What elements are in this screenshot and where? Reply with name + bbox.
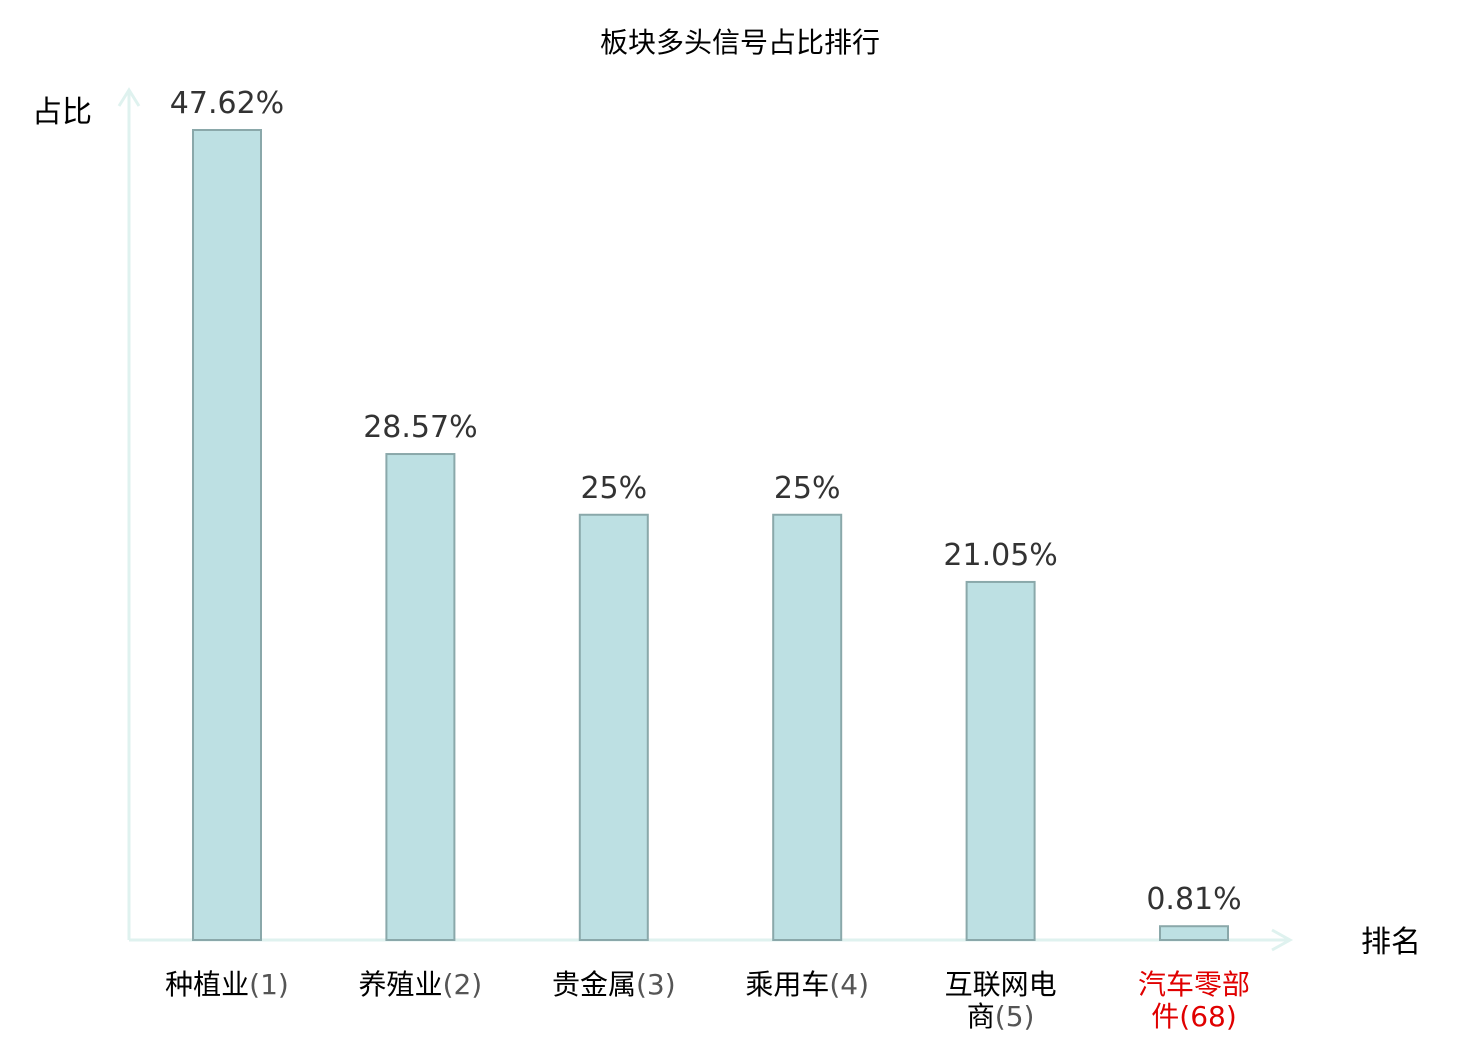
category-label-6: 汽车零部件(68) <box>1138 968 1250 1033</box>
value-label-2: 28.57% <box>363 410 477 445</box>
value-label-3: 25% <box>580 471 647 506</box>
category-rank: (1) <box>249 968 289 1001</box>
category-name-line: 贵金属 <box>552 968 636 1001</box>
y-axis-title: 占比 <box>32 95 92 130</box>
bar-2 <box>385 453 456 941</box>
y-axis-arrow <box>117 87 141 107</box>
category-name-line: 商 <box>967 1000 995 1033</box>
x-axis-title: 排名 <box>1361 925 1421 960</box>
category-label-4: 乘用车(4) <box>745 968 869 1001</box>
category-rank: (3) <box>636 968 676 1001</box>
category-label-2: 养殖业(2) <box>359 968 483 1001</box>
category-rank: (2) <box>443 968 483 1001</box>
bars-group <box>192 129 1229 941</box>
category-name-line: 件 <box>1151 1000 1179 1033</box>
category-name-line: 种植业 <box>165 968 249 1001</box>
x-axis-arrow <box>1271 928 1294 952</box>
chart-title: 板块多头信号占比排行 <box>600 26 880 59</box>
category-name-line: 汽车零部 <box>1138 968 1250 1001</box>
bar-4 <box>772 513 843 941</box>
category-label-3: 贵金属(3) <box>552 968 676 1001</box>
category-rank: (68) <box>1179 1000 1236 1033</box>
value-label-1: 47.62% <box>170 86 284 121</box>
category-name-line: 互联网电 <box>945 968 1057 1001</box>
category-label-5: 互联网电商(5) <box>945 968 1057 1033</box>
category-rank: (4) <box>829 968 869 1001</box>
bar-5 <box>965 580 1036 941</box>
value-label-5: 21.05% <box>943 538 1057 573</box>
category-name-line: 养殖业 <box>359 968 443 1001</box>
value-label-6: 0.81% <box>1146 882 1241 917</box>
category-name-line: 乘用车 <box>745 968 829 1001</box>
value-labels-group: 47.62% 28.57% 25% 25% 21.05% 0.81% <box>170 86 1242 917</box>
category-label-1: 种植业(1) <box>165 968 289 1001</box>
bar-1 <box>192 129 262 941</box>
bar-6 <box>1159 925 1229 941</box>
category-rank: (5) <box>995 1000 1035 1033</box>
bar-3 <box>578 513 649 941</box>
value-label-4: 25% <box>774 471 841 506</box>
category-labels-group: 种植业(1) 养殖业(2) 贵金属(3) 乘用车(4) 互联网电商(5) 汽车零部件(68… <box>165 968 1250 1033</box>
